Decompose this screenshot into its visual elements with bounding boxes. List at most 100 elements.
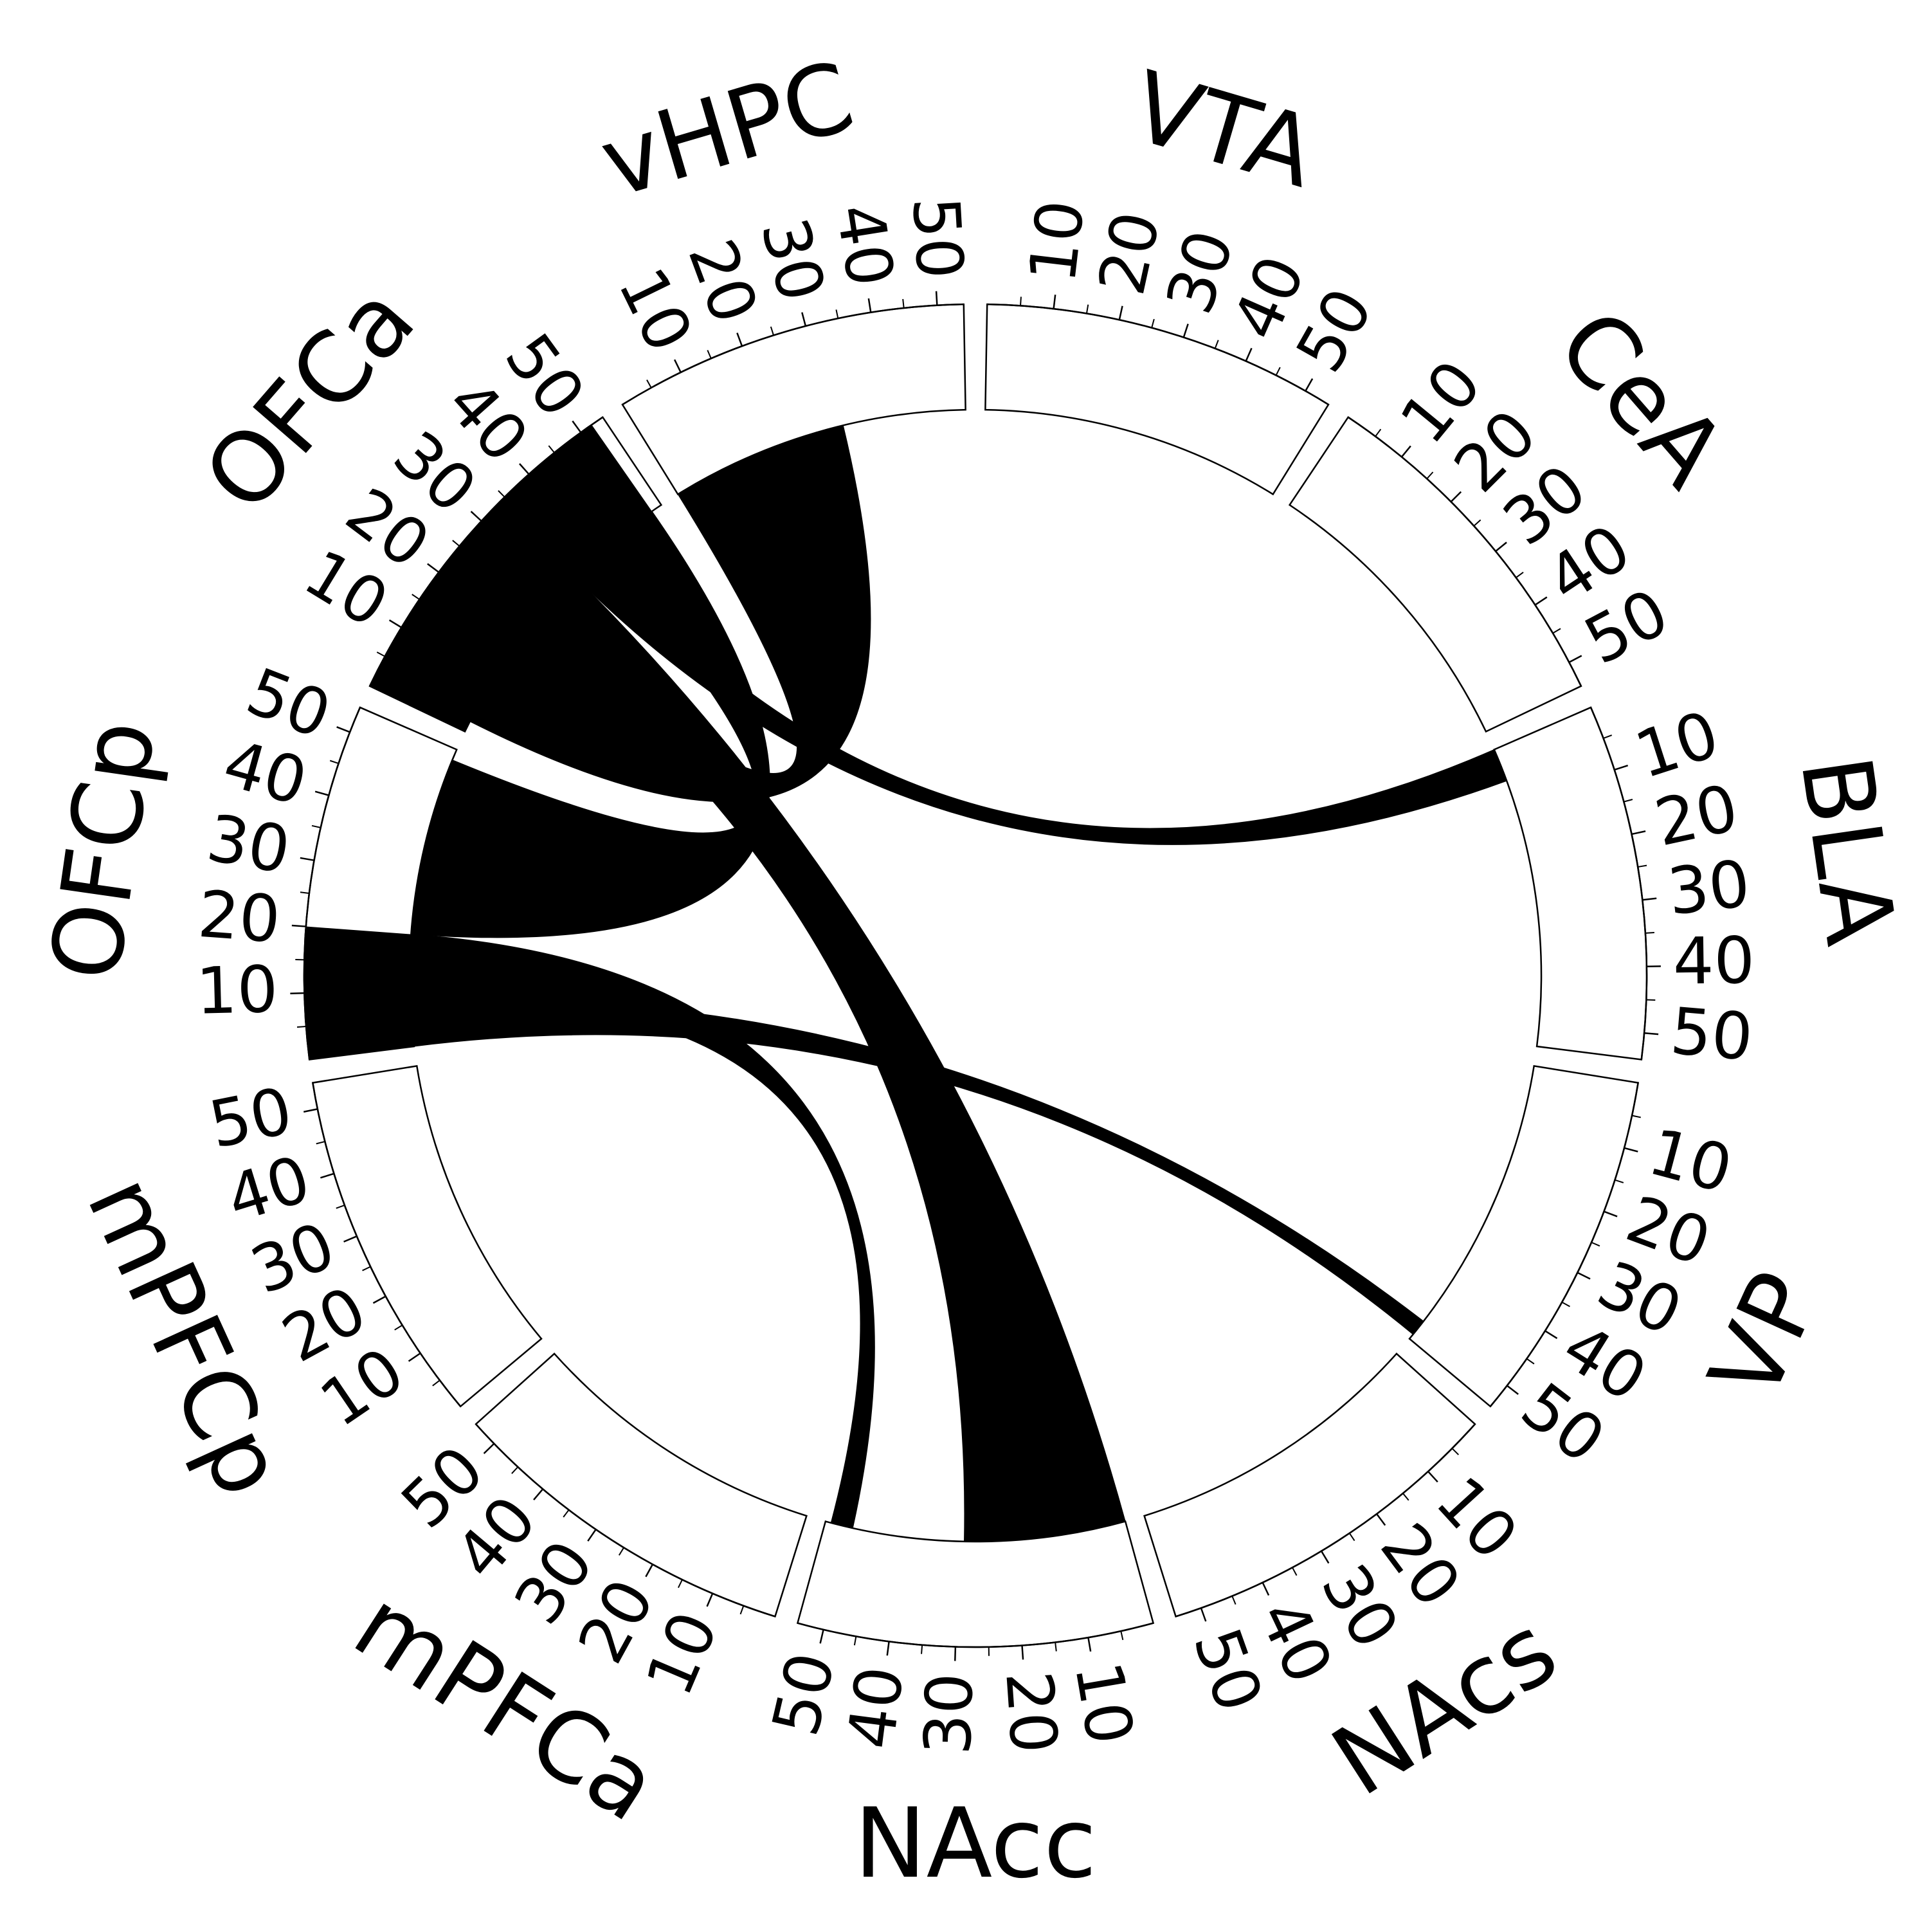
minor-tick-mark — [1591, 1243, 1600, 1246]
minor-tick-mark — [1632, 1116, 1641, 1118]
tick-mark — [936, 291, 937, 305]
minor-tick-mark — [563, 1510, 568, 1517]
minor-tick-mark — [1152, 319, 1154, 328]
tick-mark — [337, 727, 350, 732]
minor-tick-mark — [1615, 1180, 1623, 1183]
minor-tick-mark — [412, 594, 420, 599]
tick-label: 40 — [821, 199, 908, 291]
tick-mark — [1644, 1033, 1658, 1034]
minor-tick-mark — [1553, 628, 1561, 633]
minor-tick-mark — [741, 1606, 744, 1614]
tick-mark — [820, 1630, 824, 1643]
tick-mark — [292, 925, 306, 927]
tick-mark — [588, 1529, 595, 1541]
tick-mark — [1507, 1385, 1518, 1394]
tick-mark — [428, 564, 439, 572]
tick-mark — [1246, 348, 1252, 361]
tick-mark — [1604, 1212, 1617, 1217]
minor-tick-mark — [1121, 1631, 1123, 1640]
sector-label: NAcc — [854, 1788, 1096, 1900]
minor-tick-mark — [297, 1026, 306, 1027]
minor-tick-mark — [312, 826, 321, 828]
tick-mark — [1184, 324, 1188, 338]
tick-mark — [707, 1594, 713, 1607]
tick-label: 50 — [1668, 993, 1756, 1075]
tick-mark — [737, 333, 742, 347]
tick-mark — [1088, 1637, 1091, 1652]
tick-mark — [303, 1109, 318, 1111]
tick-mark — [520, 464, 529, 474]
tick-label: 30 — [910, 1672, 988, 1756]
tick-mark — [471, 511, 482, 521]
tick-mark — [646, 1564, 653, 1576]
tick-mark — [1569, 655, 1581, 662]
tick-mark — [320, 1174, 334, 1178]
minor-tick-mark — [1276, 367, 1280, 376]
tick-mark — [300, 858, 314, 861]
tick-label: 20 — [991, 1669, 1072, 1756]
sector-box — [1494, 707, 1647, 1060]
minor-tick-mark — [300, 892, 309, 893]
minor-tick-mark — [1232, 1596, 1235, 1605]
tick-mark — [1642, 898, 1656, 900]
minor-tick-mark — [377, 652, 385, 657]
minor-tick-mark — [330, 761, 338, 763]
tick-mark — [1615, 765, 1628, 770]
minor-tick-mark — [1215, 340, 1218, 349]
minor-tick-mark — [1452, 1448, 1458, 1455]
minor-tick-mark — [548, 446, 554, 453]
tick-mark — [1022, 1645, 1024, 1659]
tick-mark — [290, 993, 304, 994]
tick-label: 20 — [195, 877, 282, 958]
minor-tick-mark — [1350, 1533, 1355, 1541]
minor-tick-mark — [921, 1645, 922, 1654]
tick-mark — [1305, 379, 1312, 391]
minor-tick-mark — [498, 491, 505, 497]
tick-mark — [1428, 1472, 1438, 1482]
minor-tick-mark — [1375, 429, 1381, 436]
tick-mark — [373, 1297, 385, 1304]
tick-label: 10 — [195, 952, 278, 1029]
track-highlight — [304, 927, 414, 1060]
minor-tick-mark — [1087, 305, 1088, 314]
minor-tick-mark — [1427, 472, 1433, 478]
tick-label: 50 — [898, 195, 977, 281]
minor-tick-mark — [678, 1580, 682, 1588]
minor-tick-mark — [1292, 1567, 1297, 1575]
sector-label: vHPC — [589, 41, 865, 220]
minor-tick-mark — [336, 1205, 345, 1208]
minor-tick-mark — [1020, 296, 1021, 305]
minor-tick-mark — [855, 1636, 856, 1645]
sector-label: OFCp — [30, 714, 177, 987]
sector-label: BLA — [1779, 749, 1916, 951]
tick-mark — [1054, 295, 1056, 309]
sector-label: VTA — [1120, 51, 1328, 210]
tick-mark — [887, 1641, 889, 1655]
tick-mark — [1321, 1551, 1328, 1563]
tick-mark — [1263, 1583, 1269, 1596]
tick-mark — [409, 1353, 421, 1361]
tick-mark — [572, 421, 581, 433]
tick-mark — [315, 792, 329, 796]
minor-tick-mark — [1526, 1359, 1534, 1364]
minor-tick-mark — [836, 309, 838, 318]
minor-tick-mark — [453, 540, 460, 546]
minor-tick-mark — [1403, 1493, 1409, 1500]
tick-label: 10 — [1060, 1657, 1148, 1750]
tick-mark — [1632, 831, 1646, 834]
tick-label: 50 — [203, 1073, 298, 1163]
tick-label: 40 — [1672, 923, 1755, 999]
minor-tick-mark — [619, 1547, 624, 1555]
minor-tick-mark — [1646, 1000, 1655, 1001]
tick-mark — [1377, 1514, 1385, 1526]
tick-mark — [390, 620, 402, 627]
tick-mark — [675, 360, 681, 372]
tick-mark — [869, 298, 871, 313]
tick-mark — [1451, 492, 1462, 502]
tick-mark — [344, 1236, 357, 1242]
tick-mark — [484, 1444, 494, 1454]
minor-tick-mark — [512, 1467, 518, 1473]
tick-mark — [1624, 1148, 1638, 1152]
tick-mark — [1545, 1331, 1557, 1338]
minor-tick-mark — [363, 1266, 371, 1270]
